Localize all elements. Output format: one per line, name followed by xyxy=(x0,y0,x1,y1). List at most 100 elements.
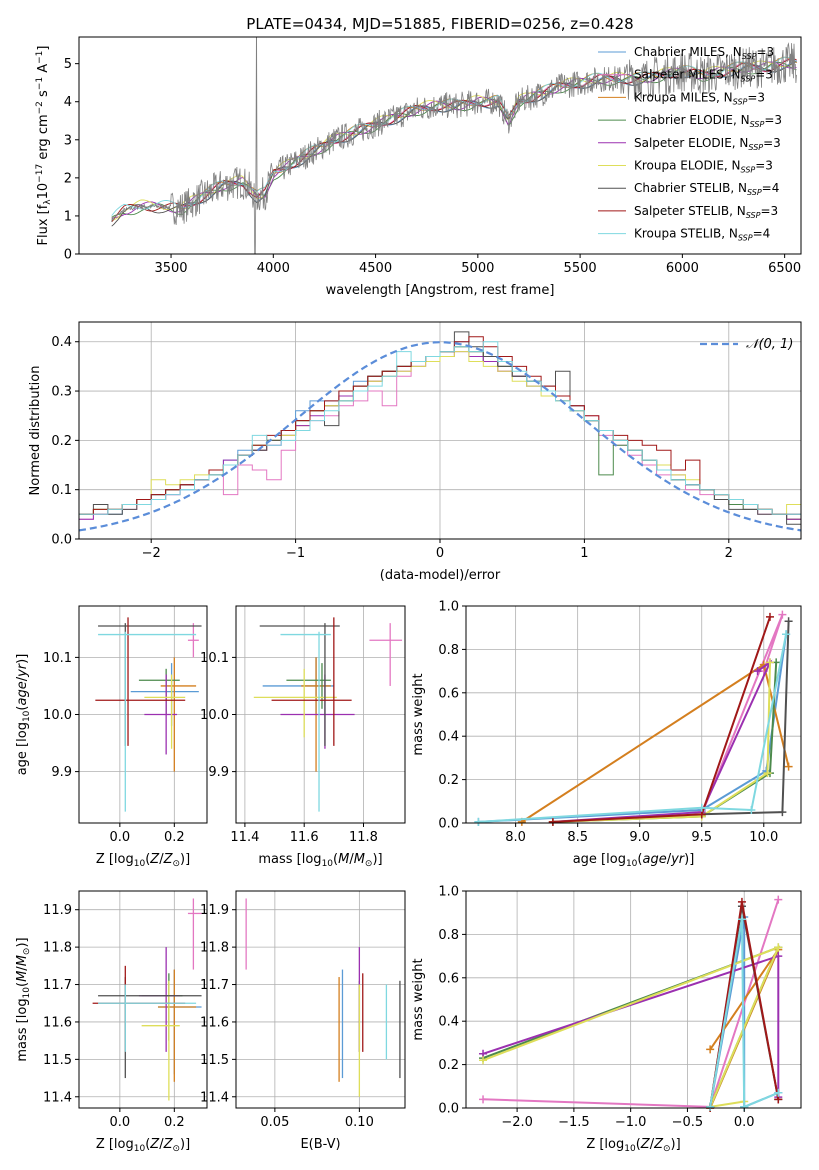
y-tick-label: 10.0 xyxy=(43,708,72,723)
y-axis-label: age [log10(age/yr)] xyxy=(15,654,32,776)
y-axis-label: mass [log10(M/M⊙)] xyxy=(15,937,32,1061)
y-tick-label: 3 xyxy=(64,133,72,148)
weight-marker xyxy=(778,610,787,619)
legend-label: Chabrier ELODIE, NSSP=3 xyxy=(634,113,782,129)
weight-line xyxy=(552,662,771,823)
weight-line xyxy=(521,662,790,823)
x-axis-label: wavelength [Angstrom, rest frame] xyxy=(326,283,555,298)
y-tick-label: 1.0 xyxy=(438,600,459,615)
normal-curve xyxy=(79,341,801,532)
weight-marker xyxy=(765,658,774,667)
x-axis-label: mass [log10(M/M⊙)] xyxy=(258,852,382,869)
x-tick-label: −2 xyxy=(142,546,161,561)
weight-marker xyxy=(765,612,774,621)
legend: Chabrier MILES, NSSP=3 Salpeter MILES, NS… xyxy=(598,45,782,243)
x-tick-label: 0.0 xyxy=(734,1115,755,1130)
plot-area xyxy=(95,617,202,812)
x-axis-label: (data-model)/error xyxy=(380,568,501,583)
y-tick-label: 10.1 xyxy=(43,651,72,666)
x-axis-label: Z [log10(Z/Z⊙)] xyxy=(586,1137,680,1154)
weight-marker xyxy=(784,617,793,626)
x-tick-label: 0 xyxy=(436,546,444,561)
y-tick-label: 2 xyxy=(64,171,72,186)
y-tick-label: 0 xyxy=(64,248,72,263)
x-tick-label: 1 xyxy=(580,546,588,561)
y-tick-label: 0.1 xyxy=(51,483,72,498)
y-tick-label: 11.5 xyxy=(43,1053,72,1068)
x-axis-label: Z [log10(Z/Z⊙)] xyxy=(96,852,190,869)
x-tick-label: 6500 xyxy=(768,261,801,276)
y-tick-label: 10.0 xyxy=(200,708,229,723)
y-tick-label: 11.7 xyxy=(43,978,72,993)
x-tick-label: 10.0 xyxy=(749,830,778,845)
weight-line xyxy=(552,662,778,823)
y-tick-label: 10.1 xyxy=(200,651,229,666)
x-tick-label: −1.0 xyxy=(615,1115,647,1130)
y-tick-label: 0.2 xyxy=(51,434,72,449)
x-tick-label: 2 xyxy=(725,546,733,561)
x-tick-label: 0.10 xyxy=(345,1115,374,1130)
x-axis-label: Z [log10(Z/Z⊙)] xyxy=(96,1137,190,1154)
y-tick-label: 0.6 xyxy=(438,971,459,986)
mass-vs-extinction-panel: 0.05 0.10 11.4 11.5 11.6 11.7 11.8 11.9 E(B-V) xyxy=(200,890,406,1152)
x-tick-label: 5500 xyxy=(564,261,597,276)
y-tick-label: 11.8 xyxy=(200,941,229,956)
legend-label: Chabrier MILES, NSSP=3 xyxy=(634,45,774,61)
y-tick-label: 0.4 xyxy=(51,335,72,350)
weight-marker xyxy=(706,1102,715,1111)
legend-label: Kroupa STELIB, NSSP=4 xyxy=(634,227,770,243)
y-tick-label: 0.4 xyxy=(438,730,459,745)
plot-area xyxy=(79,331,801,539)
legend-label: Kroupa ELODIE, NSSP=3 xyxy=(634,159,773,175)
x-tick-label: −2.0 xyxy=(501,1115,533,1130)
weight-marker xyxy=(747,805,756,814)
y-tick-label: 0.8 xyxy=(438,928,459,943)
weight-marker xyxy=(753,667,762,676)
y-tick-label: 0.3 xyxy=(51,385,72,400)
plot-area xyxy=(92,898,202,1101)
y-tick-label: 11.5 xyxy=(200,1053,229,1068)
axes-frame xyxy=(235,890,406,1109)
y-tick-label: 0.0 xyxy=(51,533,72,548)
axes-frame xyxy=(78,36,802,255)
y-tick-label: 0.0 xyxy=(438,817,459,832)
y-tick-label: 9.9 xyxy=(208,765,229,780)
observed-spectrum-line xyxy=(111,37,797,254)
y-tick-label: 11.9 xyxy=(43,903,72,918)
y-tick-label: 11.7 xyxy=(200,978,229,993)
mass-vs-metallicity-panel: 0.0 0.2 11.4 11.5 11.6 11.7 11.8 11.9 Z [log10(Z… xyxy=(15,890,208,1154)
legend-label: Salpeter ELODIE, NSSP=3 xyxy=(634,136,781,152)
legend-label: Chabrier STELIB, NSSP=4 xyxy=(634,181,779,197)
x-axis-label: age [log10(age/yr)] xyxy=(573,852,695,869)
x-tick-label: 9.0 xyxy=(629,830,650,845)
x-tick-label: 0.0 xyxy=(110,830,131,845)
x-tick-label: 3500 xyxy=(154,261,187,276)
axes-frame xyxy=(78,890,208,1109)
weight-marker xyxy=(479,1056,488,1065)
weight-marker xyxy=(778,808,787,817)
plot-area xyxy=(245,898,401,1097)
weight-marker xyxy=(763,769,772,778)
x-tick-label: −0.5 xyxy=(672,1115,704,1130)
residuals-panel: −2 −1 0 1 2 0.0 0.1 0.2 0.3 0.4 (data-model)/error… xyxy=(28,321,802,583)
x-tick-label: 11.4 xyxy=(230,830,259,845)
y-tick-label: 0.2 xyxy=(438,773,459,788)
x-tick-label: 0.2 xyxy=(164,1115,185,1130)
x-tick-label: −1.5 xyxy=(558,1115,590,1130)
mass-weight-vs-metallicity-panel: −2.0 −1.5 −1.0 −0.5 0.0 0.0 0.2 0.4 0.6 0.8 1.0 Z [… xyxy=(411,885,802,1154)
weight-marker xyxy=(774,943,783,952)
axes-frame xyxy=(465,605,802,824)
x-tick-label: −1 xyxy=(286,546,305,561)
y-tick-label: 4 xyxy=(64,95,72,110)
y-tick-label: 1.0 xyxy=(438,885,459,900)
x-tick-label: 4500 xyxy=(359,261,392,276)
weight-marker xyxy=(774,895,783,904)
y-tick-label: 1 xyxy=(64,209,72,224)
weight-marker xyxy=(784,762,793,771)
x-tick-label: 4000 xyxy=(257,261,290,276)
y-tick-label: 11.8 xyxy=(43,941,72,956)
weight-marker xyxy=(479,1095,488,1104)
x-tick-label: 0.2 xyxy=(164,830,185,845)
y-tick-label: 11.9 xyxy=(200,903,229,918)
